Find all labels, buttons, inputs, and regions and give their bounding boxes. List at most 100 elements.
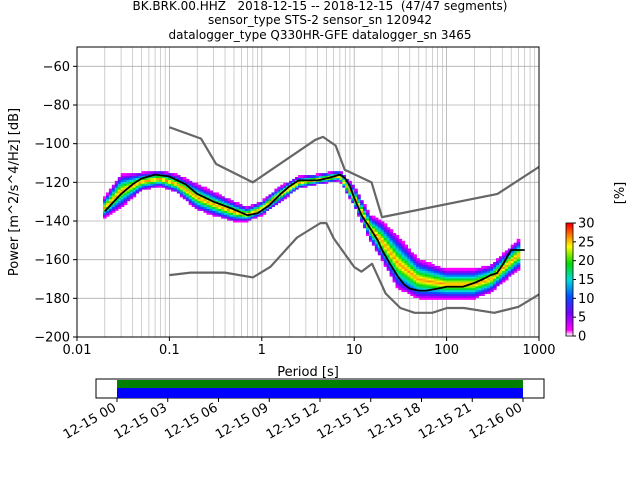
density-cell: [395, 240, 400, 244]
psd-plot-area: 0.01 0.1 1 10 100 1000−200−180−160−140−120−10…: [7, 46, 556, 380]
density-cell: [366, 233, 370, 237]
density-cell: [200, 200, 205, 204]
density-cell: [271, 202, 276, 206]
density-cell: [401, 285, 406, 289]
density-cell: [513, 244, 518, 248]
density-cell: [153, 178, 157, 182]
density-cell: [271, 192, 276, 196]
density-cell: [466, 275, 471, 279]
density-cell: [366, 231, 370, 235]
density-cell: [478, 285, 482, 289]
density-cell: [286, 194, 290, 198]
density-cell: [401, 267, 406, 271]
density-cell: [354, 205, 358, 209]
low-noise-model-line: [169, 222, 540, 314]
density-cell: [445, 296, 450, 300]
density-cell: [487, 277, 491, 281]
density-cell: [392, 265, 397, 269]
density-cell: [457, 294, 462, 298]
density-cell: [123, 200, 128, 204]
density-cell: [431, 263, 435, 267]
density-cell: [433, 273, 438, 277]
density-cell: [428, 262, 432, 266]
density-cell: [108, 207, 113, 211]
density-cell: [516, 258, 521, 262]
density-cell: [368, 225, 373, 229]
density-cell: [392, 254, 397, 258]
density-cell: [451, 289, 456, 293]
density-cell: [200, 186, 205, 190]
density-cell: [392, 246, 397, 250]
density-cell: [238, 217, 243, 221]
colorbar-segment: [566, 317, 573, 320]
y-tick-label: −200: [34, 331, 70, 346]
density-cell: [404, 246, 409, 250]
density-cell: [383, 238, 388, 242]
colorbar-segment: [566, 279, 573, 282]
density-cell: [105, 204, 110, 208]
density-cell: [188, 196, 193, 200]
density-cell: [156, 184, 160, 188]
density-cell: [256, 204, 261, 208]
density-cell: [156, 175, 160, 179]
density-cell: [407, 275, 411, 279]
density-cell: [377, 248, 382, 252]
density-cell: [238, 215, 243, 219]
density-cell: [410, 291, 414, 295]
density-cell: [398, 246, 403, 250]
density-cell: [490, 283, 494, 287]
density-cell: [466, 279, 471, 283]
density-cell: [460, 269, 465, 273]
density-cell: [386, 238, 391, 242]
colorbar-segment: [566, 288, 573, 292]
density-cell: [366, 213, 370, 217]
density-cell: [123, 202, 128, 206]
density-cell: [457, 296, 462, 300]
density-cell: [442, 269, 447, 273]
density-cell: [156, 178, 160, 182]
density-cell: [259, 202, 264, 206]
density-cell: [425, 296, 429, 300]
density-cell: [111, 205, 116, 209]
density-cell: [398, 262, 403, 266]
density-cell: [150, 182, 154, 186]
density-cell: [513, 250, 518, 254]
density-cell: [484, 277, 488, 281]
density-cell: [472, 294, 476, 298]
density-cell: [490, 265, 494, 269]
density-cell: [363, 223, 367, 227]
density-cell: [185, 198, 190, 202]
density-cell: [436, 294, 441, 298]
density-cell: [103, 211, 107, 215]
density-cell: [433, 277, 438, 281]
density-cell: [431, 267, 435, 271]
density-cell: [289, 190, 293, 194]
density-cell: [407, 260, 411, 264]
density-cell: [380, 256, 385, 260]
density-cell: [111, 186, 116, 190]
density-cell: [445, 277, 450, 281]
density-cell: [173, 176, 178, 180]
colorbar-label: [%]: [613, 182, 628, 205]
density-cell: [407, 291, 411, 295]
density-cell: [395, 285, 400, 289]
density-cell: [496, 279, 500, 283]
density-cell: [380, 258, 385, 262]
density-cell: [253, 215, 258, 219]
colorbar-segment: [566, 270, 573, 273]
density-cell: [103, 200, 107, 204]
y-tick-label: −80: [43, 99, 70, 114]
density-cell: [120, 178, 125, 182]
density-cell: [475, 281, 479, 285]
density-cell: [298, 184, 302, 188]
density-cell: [401, 254, 406, 258]
density-cell: [466, 267, 471, 271]
density-cell: [374, 225, 379, 229]
density-cell: [153, 180, 157, 184]
density-cell: [407, 269, 411, 273]
density-cell: [422, 269, 426, 273]
density-cell: [510, 246, 515, 250]
density-cell: [419, 285, 423, 289]
density-cell: [179, 178, 184, 182]
density-cell: [215, 194, 219, 198]
